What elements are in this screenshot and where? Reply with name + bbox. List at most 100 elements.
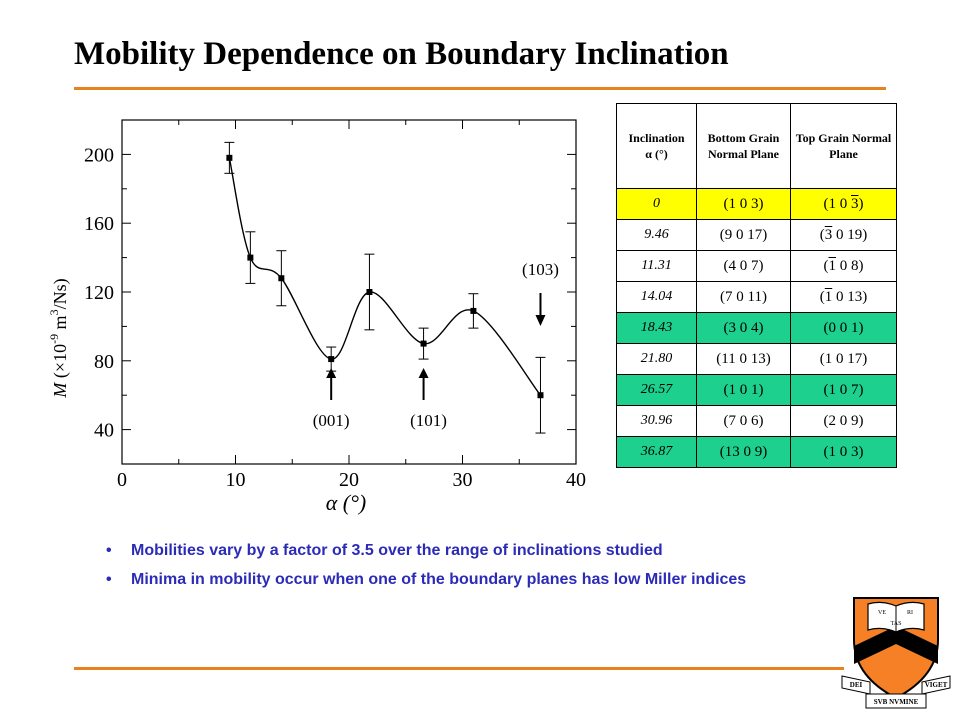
cell-bottom-plane: (1 0 1) xyxy=(696,374,791,406)
cell-inclination: 9.46 xyxy=(616,219,697,251)
cell-inclination: 14.04 xyxy=(616,281,697,313)
data-point xyxy=(226,154,233,161)
header-bottom-plane: Bottom Grain Normal Plane xyxy=(696,103,791,189)
data-point xyxy=(537,392,544,399)
cell-inclination: 0 xyxy=(616,188,697,220)
header-top-plane: Top Grain Normal Plane xyxy=(790,103,897,189)
table-row: 0 (1 0 3) (1 0 3) xyxy=(616,188,897,220)
top-plane-post: 0 13) xyxy=(832,288,868,305)
top-plane-pre: (1 0 17) xyxy=(819,350,868,367)
y-tick-label: 80 xyxy=(94,351,114,373)
y-label-symbol: M xyxy=(50,382,70,399)
data-point xyxy=(470,307,477,314)
cell-bottom-plane: (13 0 9) xyxy=(696,436,791,468)
cell-bottom-plane: (1 0 3) xyxy=(696,188,791,220)
seal-motto-right: VIGET xyxy=(925,681,948,689)
fit-curve xyxy=(228,157,542,396)
seal-scroll-right xyxy=(921,675,951,695)
footer-divider xyxy=(74,667,844,670)
annotation-label: (103) xyxy=(522,260,559,279)
annotation-arrowhead xyxy=(326,368,337,378)
top-plane-pre: (1 0 7) xyxy=(823,381,864,398)
data-point xyxy=(420,340,427,347)
annotation-label: (001) xyxy=(313,411,350,430)
bullet-text: Mobilities vary by a factor of 3.5 over … xyxy=(131,542,663,559)
top-plane-bar-index: 3 xyxy=(824,226,833,243)
top-plane-bar-index: 1 xyxy=(828,257,837,274)
y-label-unit: m xyxy=(50,315,70,334)
y-label-open: ( xyxy=(50,372,71,383)
header-inclination-label: Inclination xyxy=(628,131,685,145)
bullet-dot: • xyxy=(106,542,112,559)
y-label-cube: 3 xyxy=(47,309,61,315)
x-tick-label: 20 xyxy=(339,469,359,491)
chart-axes: 0 10 20 30 40 40 80 120 160 200 xyxy=(84,119,586,491)
top-plane-pre: ( xyxy=(819,226,825,243)
bullet-list: • Mobilities vary by a factor of 3.5 over… xyxy=(106,540,806,598)
top-plane-pre: (1 0 xyxy=(823,195,851,212)
cell-top-plane: (2 0 9) xyxy=(790,405,897,437)
table-body: 0 (1 0 3) (1 0 3) 9.46 (9 0 17) (3 0 19) 11.31… xyxy=(616,188,897,468)
cell-inclination: 11.31 xyxy=(616,250,697,282)
table-row: 14.04 (7 0 11) (1 0 13) xyxy=(616,281,897,313)
y-tick-label: 120 xyxy=(84,282,114,304)
header-inclination-unit: α (°) xyxy=(645,147,668,161)
annotation-arrowhead xyxy=(535,315,546,326)
cell-bottom-plane: (11 0 13) xyxy=(696,343,791,375)
cell-bottom-plane: (7 0 6) xyxy=(696,405,791,437)
data-point xyxy=(366,289,373,295)
data-points-layer xyxy=(224,141,546,434)
top-plane-pre: ( xyxy=(823,257,829,274)
annotation-label: (101) xyxy=(410,411,447,430)
title-divider xyxy=(74,87,886,90)
inclination-table: Inclination α (°) Bottom Grain Normal Pl… xyxy=(616,103,897,468)
cell-top-plane: (3 0 19) xyxy=(790,219,897,251)
cell-inclination: 36.87 xyxy=(616,436,697,468)
data-point xyxy=(247,254,254,261)
y-tick-label: 160 xyxy=(84,213,114,235)
cell-inclination: 30.96 xyxy=(616,405,697,437)
bullet-dot: • xyxy=(106,571,112,588)
data-point xyxy=(328,356,335,363)
fit-curve-layer xyxy=(228,157,542,396)
table-row: 18.43 (3 0 4) (0 0 1) xyxy=(616,312,897,344)
cell-top-plane: (1 0 8) xyxy=(790,250,897,282)
y-label-times: ×10 xyxy=(50,344,70,372)
cell-bottom-plane: (4 0 7) xyxy=(696,250,791,282)
table-row: 36.87 (13 0 9) (1 0 3) xyxy=(616,436,897,468)
slide-title: Mobility Dependence on Boundary Inclinat… xyxy=(74,36,729,72)
bullet-text: Minima in mobility occur when one of the… xyxy=(131,571,747,588)
x-tick-label: 30 xyxy=(453,469,473,491)
bullet-item: • Minima in mobility occur when one of th… xyxy=(106,569,806,590)
bullet-item: • Mobilities vary by a factor of 3.5 over… xyxy=(106,540,806,561)
top-plane-pre: (2 0 9) xyxy=(823,412,864,429)
top-plane-pre: (0 0 1) xyxy=(823,319,864,336)
cell-top-plane: (1 0 3) xyxy=(790,436,897,468)
data-point xyxy=(278,275,285,282)
seal-scroll-bottom xyxy=(865,693,927,709)
seal-book-text: TAS xyxy=(891,621,902,627)
top-plane-post: 0 19) xyxy=(832,226,868,243)
y-tick-label: 40 xyxy=(94,420,114,442)
x-axis-label: α (°) xyxy=(326,490,367,515)
mobility-chart: 0 10 20 30 40 40 80 120 160 200 (001) (101) (103) M… xyxy=(47,119,586,515)
y-tick-label: 200 xyxy=(84,144,114,166)
seal-motto-left: DEI xyxy=(850,681,863,689)
annotations-layer: (001) (101) (103) xyxy=(313,260,559,430)
top-plane-bar-index: 3 xyxy=(851,195,859,212)
cell-top-plane: (1 0 3) xyxy=(790,188,897,220)
cell-bottom-plane: (7 0 11) xyxy=(696,281,791,313)
cell-inclination: 21.80 xyxy=(616,343,697,375)
top-plane-post: ) xyxy=(858,195,864,212)
seal-motto-bottom: SVB NVMINE xyxy=(874,698,919,706)
cell-top-plane: (0 0 1) xyxy=(790,312,897,344)
table-row: 26.57 (1 0 1) (1 0 7) xyxy=(616,374,897,406)
seal-book-text: VE xyxy=(878,610,886,616)
x-tick-label: 0 xyxy=(117,469,127,491)
x-tick-label: 40 xyxy=(566,469,586,491)
table-row: 30.96 (7 0 6) (2 0 9) xyxy=(616,405,897,437)
y-label-exponent: -9 xyxy=(47,334,61,344)
seal-chevron xyxy=(854,626,938,664)
cell-inclination: 26.57 xyxy=(616,374,697,406)
cell-top-plane: (1 0 17) xyxy=(790,343,897,375)
